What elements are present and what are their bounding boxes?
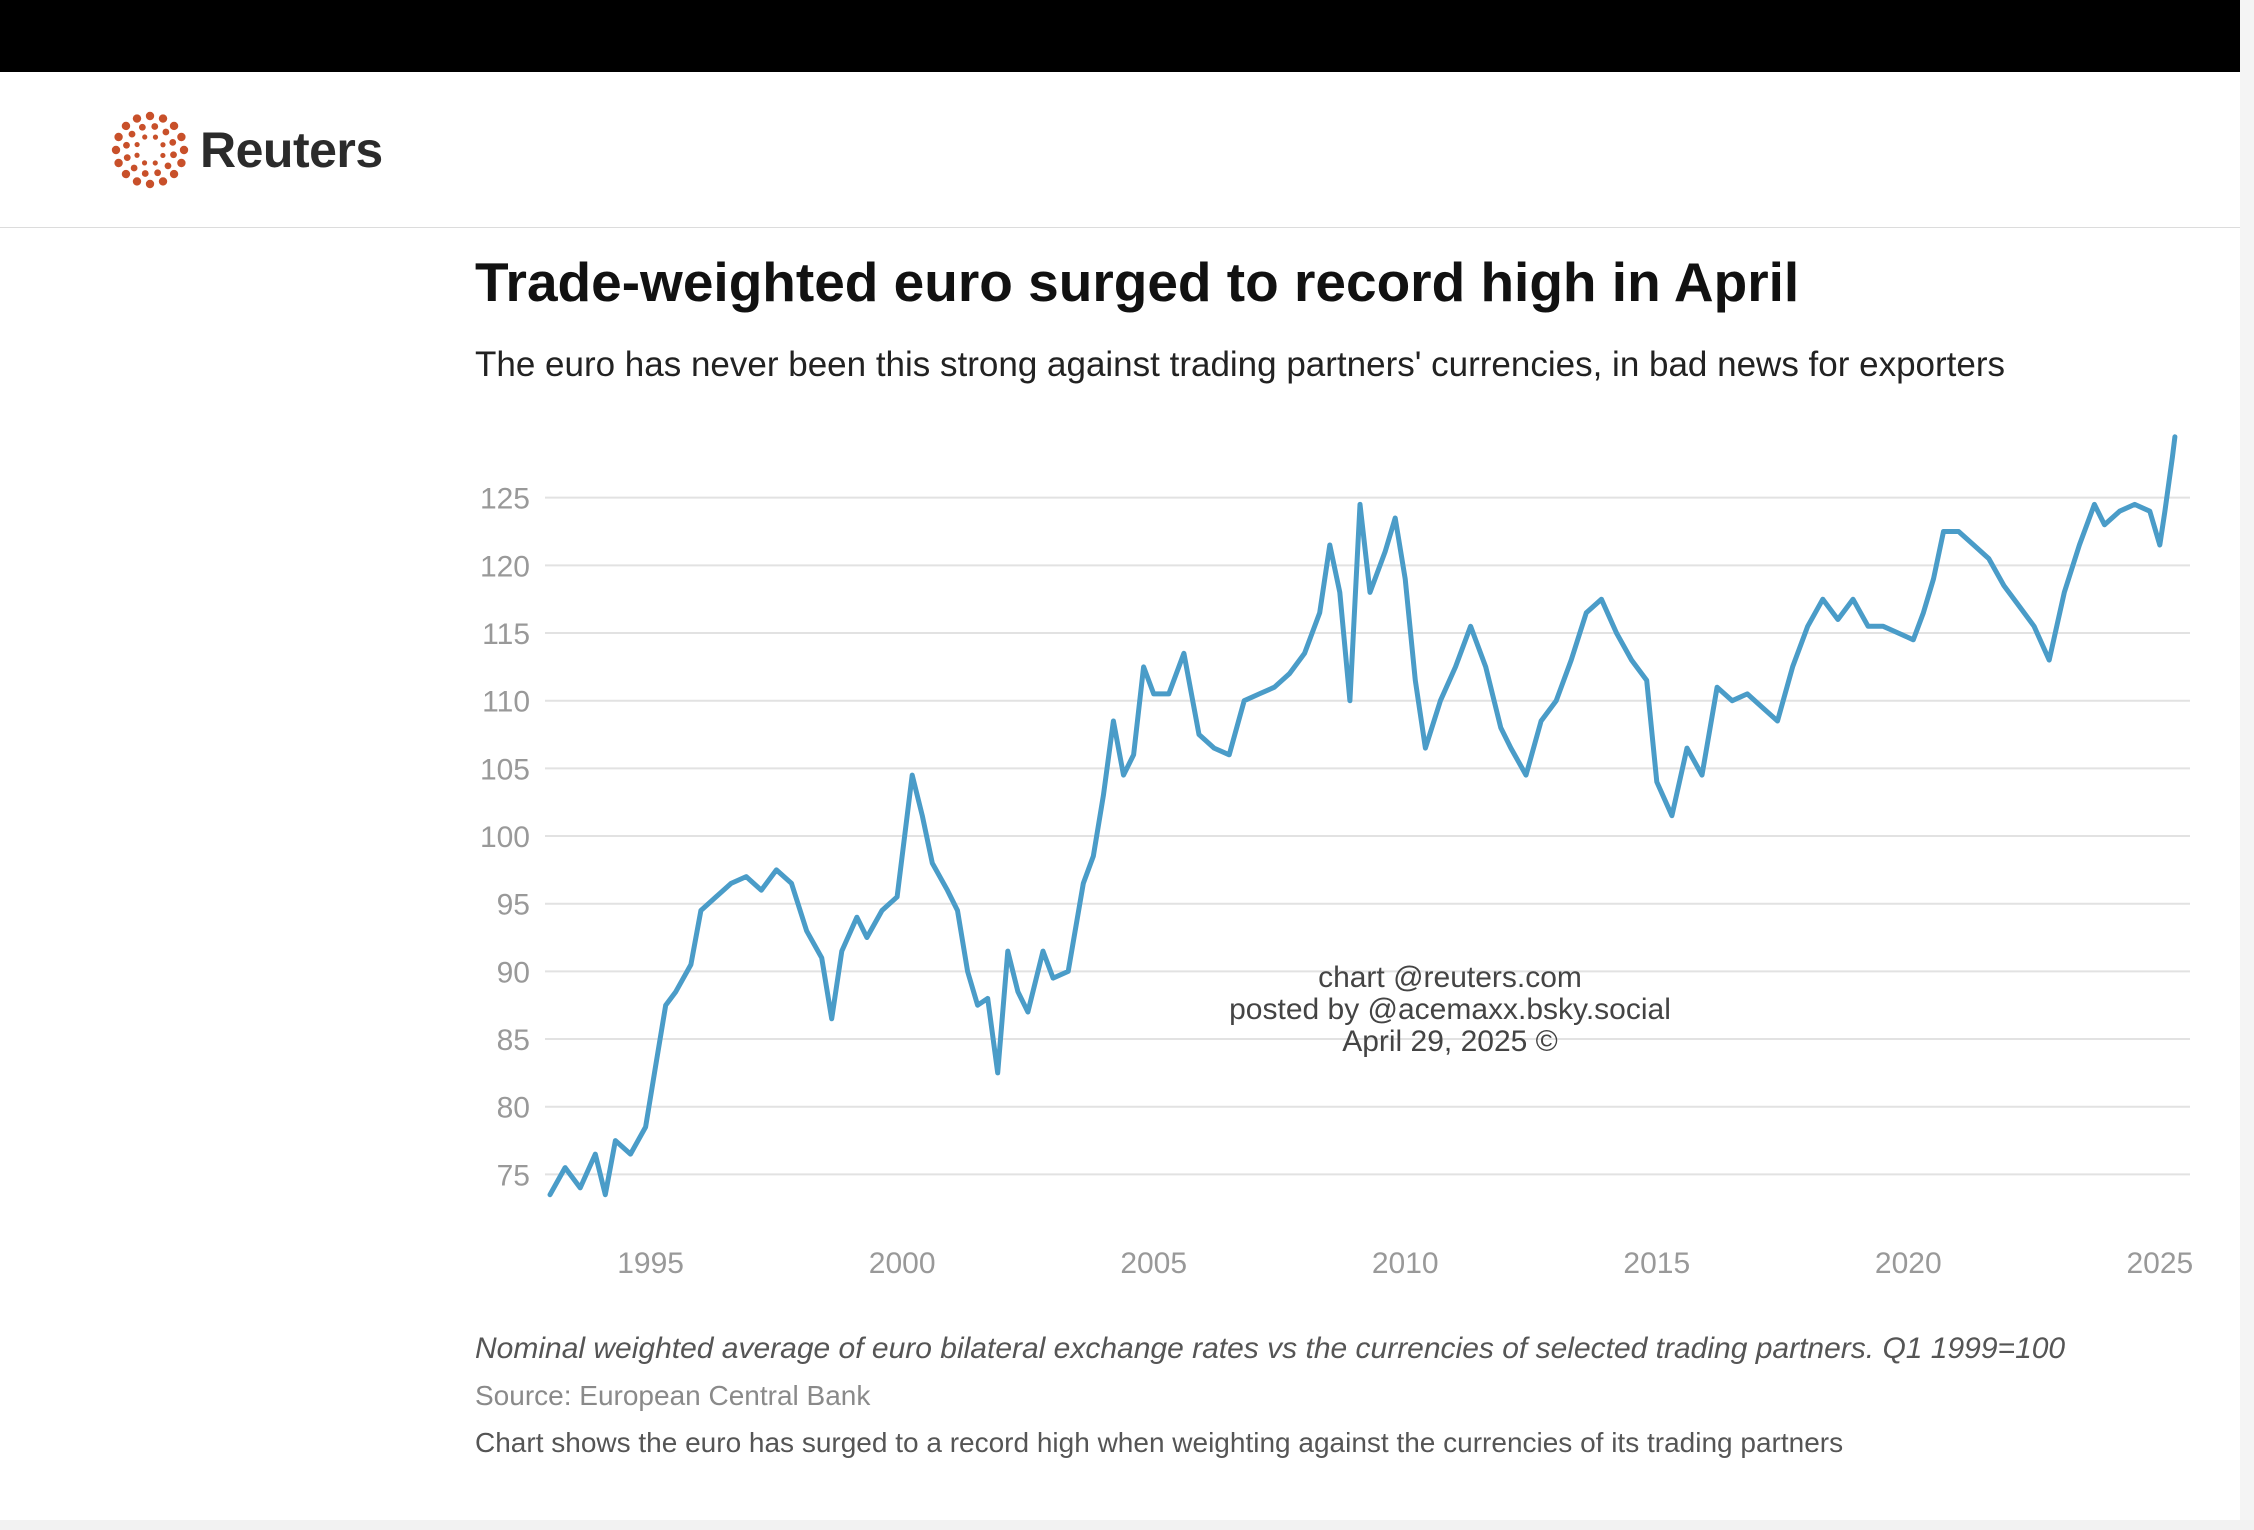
y-tick-label: 80 xyxy=(497,1092,530,1125)
logo-dot xyxy=(152,134,159,140)
logo-dot xyxy=(132,177,142,186)
y-tick-label: 75 xyxy=(497,1159,530,1192)
line-chart: 75 80 85 90 95 100 105 110 115 120 125 1995 2000 2005… xyxy=(480,434,2193,1280)
logo-dot xyxy=(154,169,162,177)
logo-dot xyxy=(132,114,142,123)
logo-dot xyxy=(128,130,136,138)
logo-dot xyxy=(121,121,131,131)
logo-dot xyxy=(123,141,130,149)
logo-dot xyxy=(141,160,148,166)
y-tick-label: 100 xyxy=(480,821,530,854)
right-scroll-strip xyxy=(2240,0,2254,1530)
x-tick-label: 2025 xyxy=(2126,1247,2193,1280)
series-line xyxy=(547,434,2178,1198)
logo-dot xyxy=(121,169,131,179)
logo-dot xyxy=(177,158,186,168)
x-tick-label: 1995 xyxy=(617,1247,684,1280)
logo-dot xyxy=(152,160,158,166)
watermark-line-3: April 29, 2025 © xyxy=(1342,1025,1558,1058)
logo-dot xyxy=(177,132,186,142)
y-tick-label: 85 xyxy=(497,1024,530,1057)
logo-dot xyxy=(145,111,155,121)
logo-dot xyxy=(114,132,123,142)
bottom-strip xyxy=(0,1520,2254,1530)
logo-dot xyxy=(114,158,123,168)
y-tick-label: 120 xyxy=(480,550,530,583)
y-tick-label: 115 xyxy=(482,618,530,651)
logo-dot xyxy=(145,179,155,189)
reuters-logo[interactable]: Reuters xyxy=(110,110,383,190)
logo-dot xyxy=(170,151,177,159)
reuters-logo-icon xyxy=(111,111,189,189)
logo-dot xyxy=(141,170,149,177)
top-black-bar xyxy=(0,0,2240,72)
logo-dot xyxy=(151,123,159,130)
logo-dot xyxy=(179,145,189,155)
chart-note: Nominal weighted average of euro bilater… xyxy=(475,1332,2066,1365)
x-tick-label: 2005 xyxy=(1120,1247,1187,1280)
logo-dot xyxy=(111,145,121,155)
logo-dot xyxy=(169,169,179,179)
logo-dot xyxy=(134,141,140,148)
logo-dot xyxy=(130,164,138,172)
chart-source: Source: European Central Bank xyxy=(475,1380,871,1411)
watermark-line-2: posted by @acemaxx.bsky.social xyxy=(1229,993,1671,1026)
y-tick-label: 105 xyxy=(480,753,530,786)
chart-description: Chart shows the euro has surged to a rec… xyxy=(475,1427,1844,1458)
y-tick-label: 90 xyxy=(497,956,530,989)
logo-dot xyxy=(123,154,131,162)
x-tick-label: 2000 xyxy=(869,1247,936,1280)
brand-name: Reuters xyxy=(200,122,383,178)
x-tick-label: 2015 xyxy=(1623,1247,1690,1280)
chart-subtitle: The euro has never been this strong agai… xyxy=(475,345,2006,384)
logo-dot xyxy=(160,142,166,148)
logo-dot xyxy=(160,152,166,159)
logo-dot xyxy=(162,128,170,136)
y-tick-label: 95 xyxy=(497,889,530,922)
y-tick-label: 125 xyxy=(480,483,530,516)
logo-dot xyxy=(158,114,168,123)
watermark: chart @reuters.com posted by @acemaxx.bs… xyxy=(1180,962,1720,1058)
y-tick-label: 110 xyxy=(482,686,530,719)
logo-dot xyxy=(142,134,148,140)
x-tick-label: 2010 xyxy=(1372,1247,1439,1280)
x-tick-label: 2020 xyxy=(1875,1247,1942,1280)
watermark-line-1: chart @reuters.com xyxy=(1318,961,1582,994)
logo-dot xyxy=(169,121,179,131)
logo-dot xyxy=(164,162,172,170)
logo-dot xyxy=(169,138,177,146)
chart-title: Trade-weighted euro surged to record hig… xyxy=(475,251,1800,313)
site-header: Reuters xyxy=(0,72,2240,228)
logo-dot xyxy=(138,123,146,131)
logo-dot xyxy=(134,152,140,158)
logo-dot xyxy=(158,177,168,186)
